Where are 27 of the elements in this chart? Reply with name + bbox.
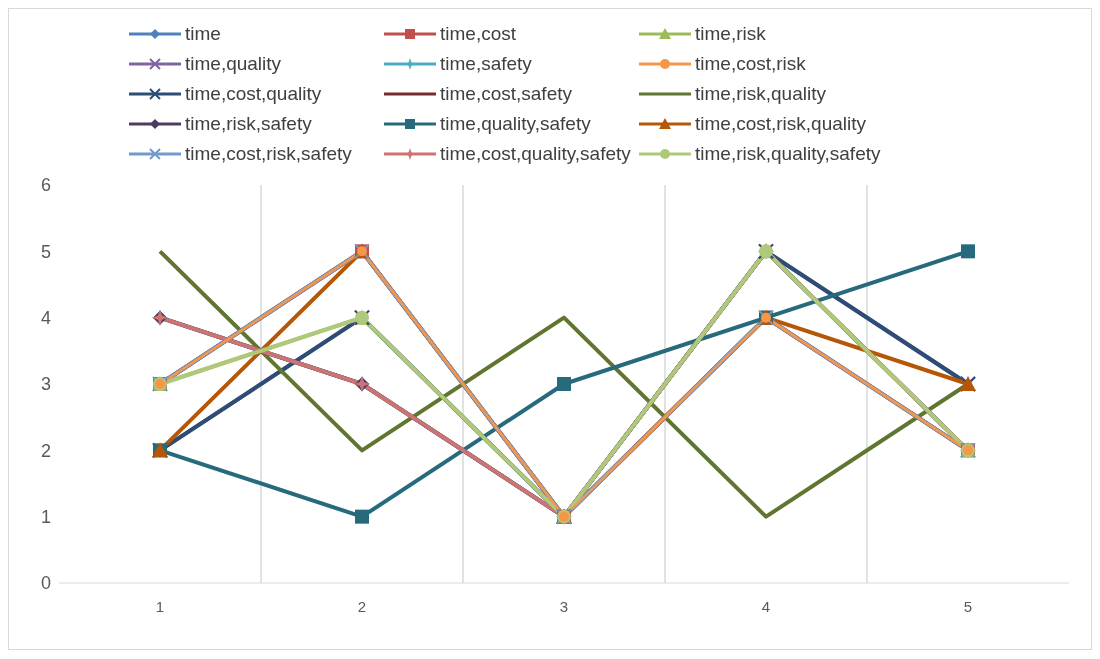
legend-label: time,cost,quality — [185, 83, 322, 105]
legend-label: time — [185, 23, 221, 45]
y-tick-label: 6 — [40, 175, 51, 196]
y-tick-label: 0 — [40, 573, 51, 594]
y-tick-label: 1 — [40, 507, 51, 528]
legend-label: time,risk,quality,safety — [695, 143, 881, 165]
legend-label: time,safety — [440, 53, 532, 75]
legend-label: time,risk,quality — [695, 83, 826, 105]
x-tick-label: 4 — [761, 597, 771, 615]
y-tick-label: 5 — [40, 241, 51, 262]
legend-label: time,cost,quality,safety — [440, 143, 631, 165]
legend-label: time,quality,safety — [440, 113, 591, 135]
legend-label: time,cost,safety — [440, 83, 572, 105]
legend-label: time,risk — [695, 23, 766, 45]
y-tick-label: 2 — [40, 440, 51, 461]
legend-label: time,cost,risk — [695, 53, 806, 75]
legend-label: time,cost,risk,safety — [185, 143, 352, 165]
legend-label: time,quality — [185, 53, 282, 75]
x-tick-label: 3 — [559, 597, 569, 615]
legend-label: time,cost — [440, 23, 517, 45]
x-tick-label: 2 — [357, 597, 367, 615]
legend-label: time,cost,risk,quality — [695, 113, 867, 135]
y-tick-label: 4 — [40, 308, 51, 329]
x-tick-label: 1 — [155, 597, 165, 615]
legend-label: time,risk,safety — [185, 113, 312, 135]
x-tick-label: 5 — [963, 597, 973, 615]
y-tick-label: 3 — [40, 374, 51, 395]
